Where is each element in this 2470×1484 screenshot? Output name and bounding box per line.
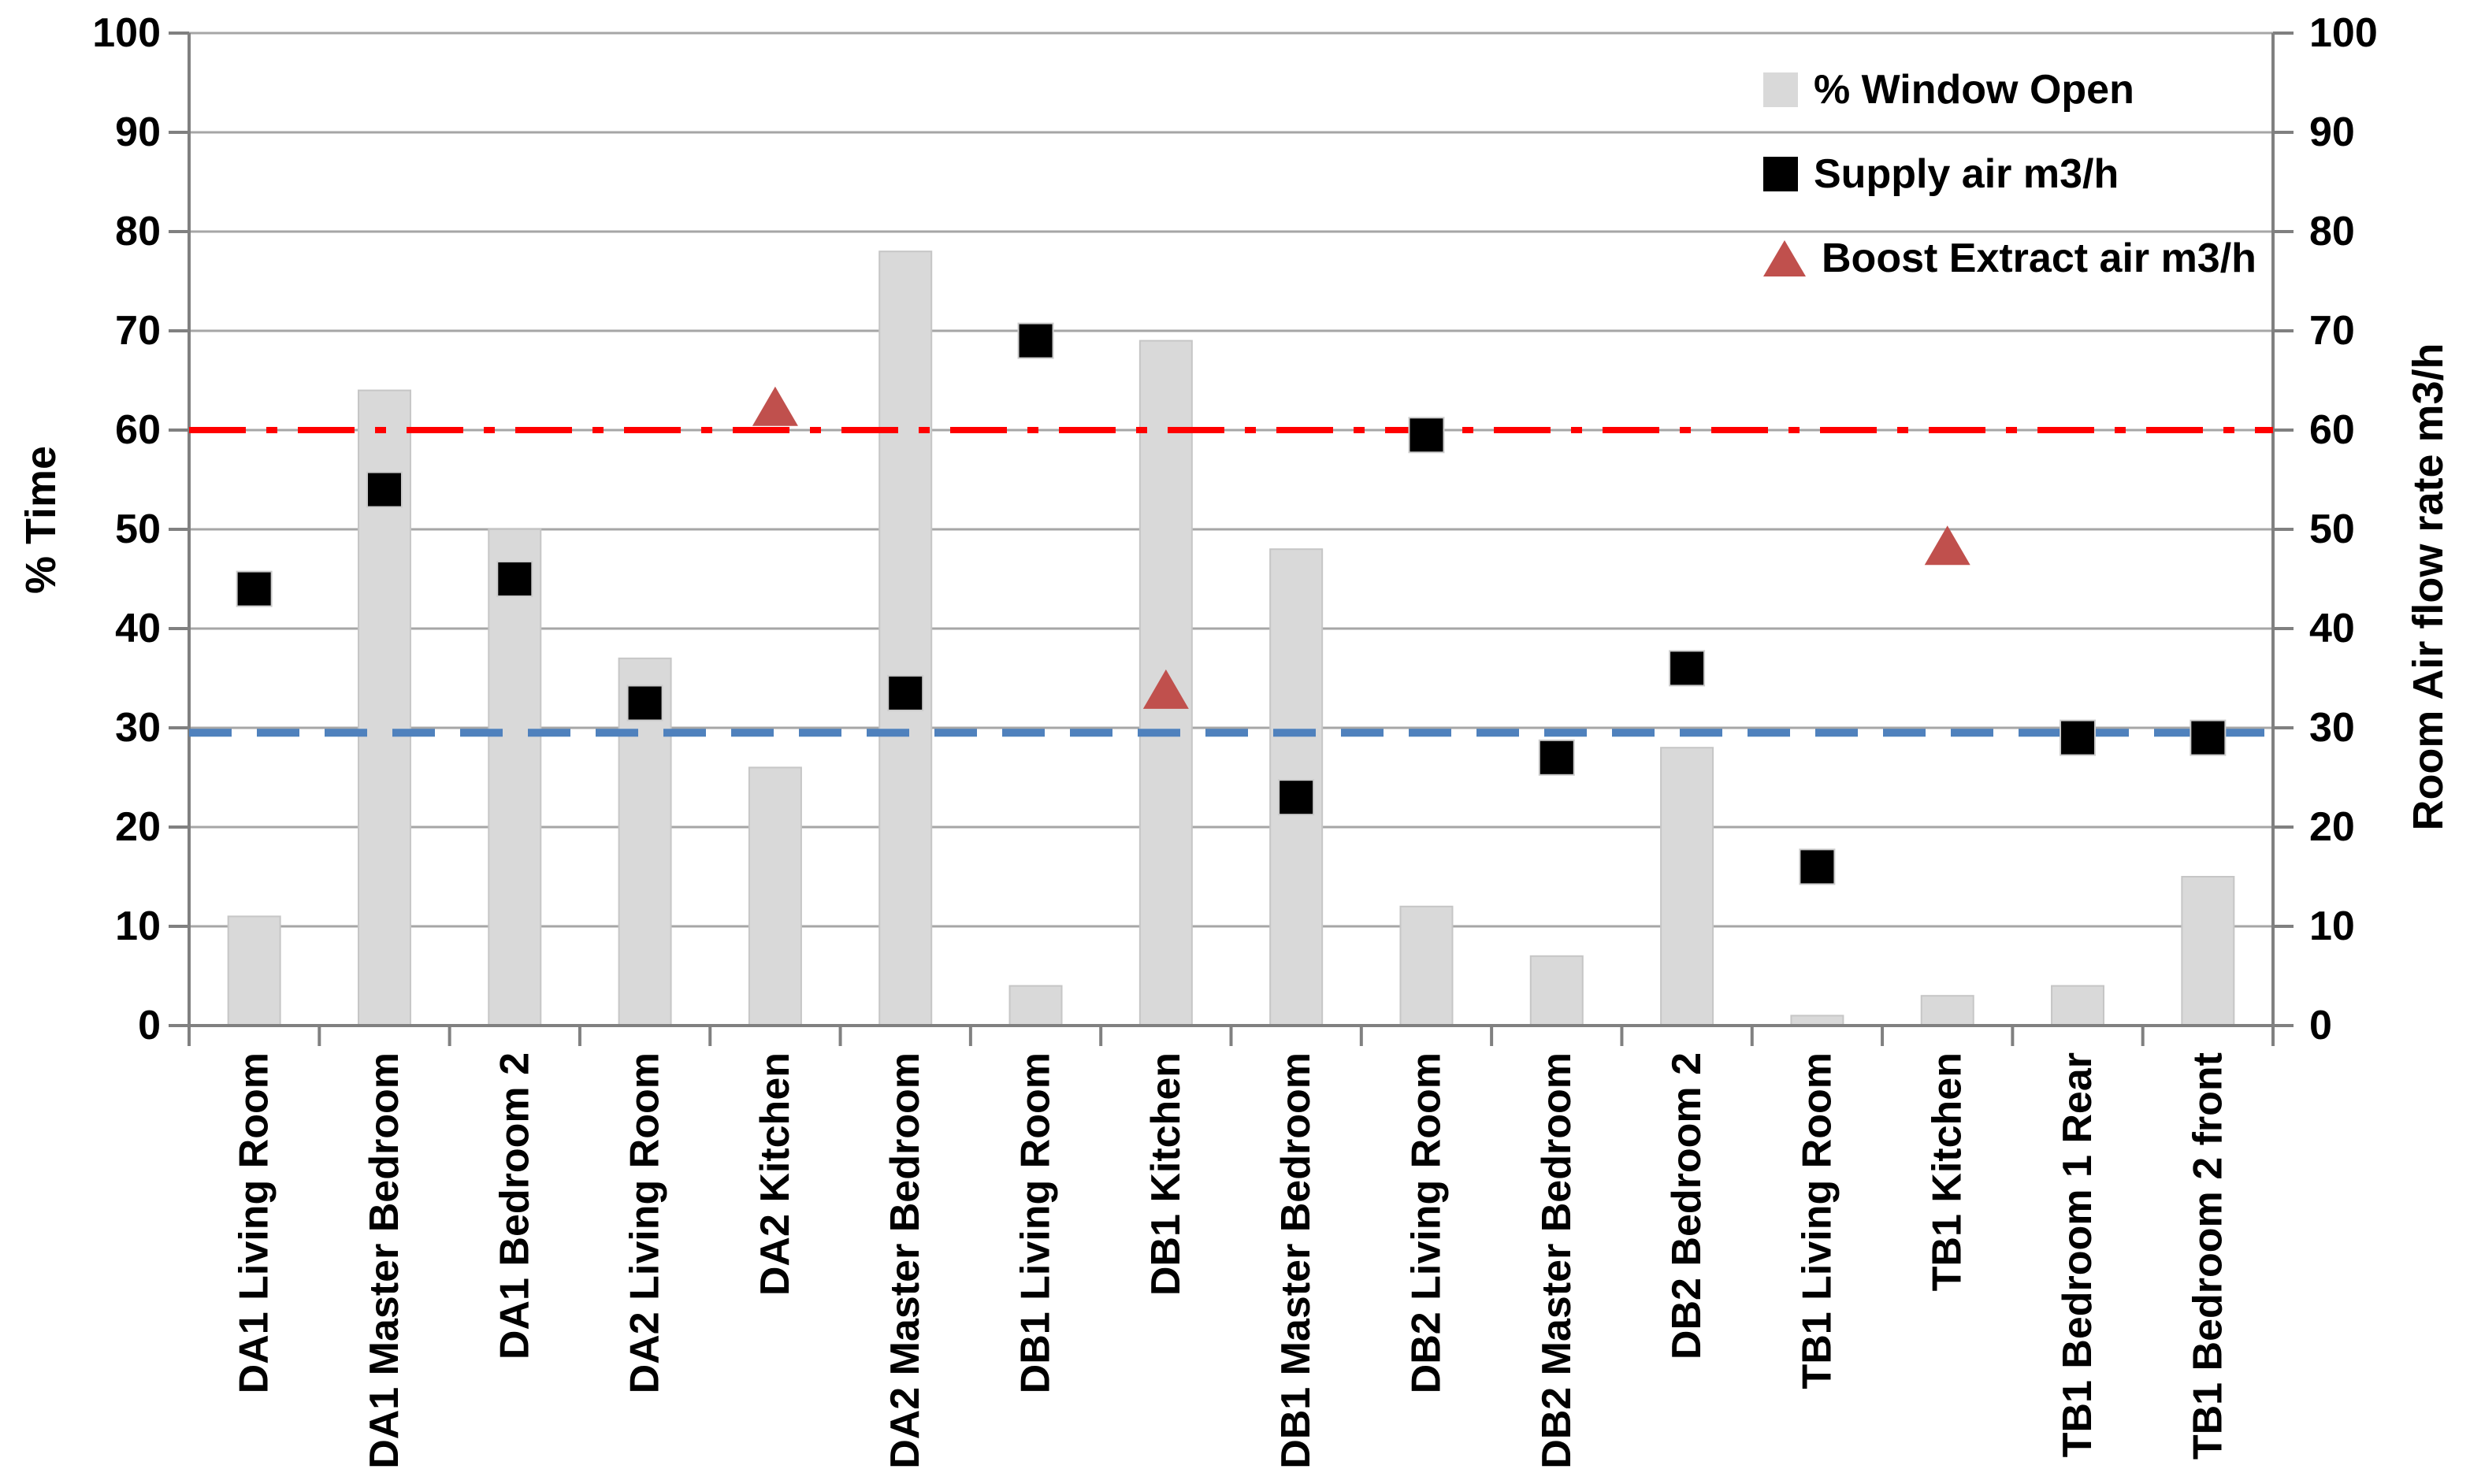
supply-air-marker xyxy=(236,570,273,607)
boost-extract-swatch-icon xyxy=(1763,240,1806,276)
left-axis-tick-label: 0 xyxy=(138,1003,161,1048)
bar-window-open xyxy=(2051,985,2105,1026)
chart-legend: % Window Open Supply air m3/h Boost Extr… xyxy=(1763,66,2256,282)
x-category-label: DB2 Bedroom 2 xyxy=(1664,1052,1710,1360)
x-category-label: DB1 Kitchen xyxy=(1143,1052,1189,1296)
right-axis-tick-label: 50 xyxy=(2309,506,2355,552)
supply-air-marker xyxy=(1799,848,1836,885)
left-axis-tick-label: 10 xyxy=(115,903,161,949)
supply-air-marker xyxy=(1017,322,1054,359)
right-axis-tick-label: 70 xyxy=(2309,308,2355,354)
x-category-label: DA1 Master Bedroom xyxy=(362,1052,407,1469)
right-axis-tick-label: 60 xyxy=(2309,407,2355,453)
legend-item-window-open: % Window Open xyxy=(1763,66,2256,113)
bar-window-open xyxy=(878,250,933,1026)
left-axis-tick-label: 100 xyxy=(92,10,161,56)
right-axis-tick-label: 80 xyxy=(2309,209,2355,254)
left-axis-tick-label: 20 xyxy=(115,804,161,850)
right-axis-tick-label: 30 xyxy=(2309,705,2355,751)
supply-air-marker xyxy=(1408,417,1445,454)
x-category-label: DA1 Bedroom 2 xyxy=(492,1052,537,1360)
bar-window-open xyxy=(1920,995,1974,1026)
left-axis-tick-label: 40 xyxy=(115,606,161,651)
left-axis-tick-label: 70 xyxy=(115,308,161,354)
bar-window-open xyxy=(1008,985,1063,1026)
x-category-label: TB1 Bedroom 2 front xyxy=(2185,1052,2230,1460)
boost-extract-marker xyxy=(1924,525,1970,566)
left-axis-tick-label: 80 xyxy=(115,209,161,254)
boost-extract-marker xyxy=(752,386,798,426)
supply-air-marker xyxy=(1278,779,1315,816)
supply-air-marker xyxy=(887,674,924,711)
right-axis-title: Room Air flow rate m3/h xyxy=(2405,343,2452,830)
legend-item-supply-air: Supply air m3/h xyxy=(1763,150,2256,198)
right-axis-tick-label: 20 xyxy=(2309,804,2355,850)
bar-window-open xyxy=(488,529,542,1026)
x-category-label: DB1 Master Bedroom xyxy=(1273,1052,1319,1469)
x-category-label: DA2 Master Bedroom xyxy=(882,1052,928,1469)
bar-window-open xyxy=(1399,905,1454,1027)
supply-air-marker xyxy=(366,471,403,508)
x-category-label: DB2 Living Room xyxy=(1403,1052,1449,1393)
bar-window-open xyxy=(227,915,281,1027)
x-category-label: DA1 Living Room xyxy=(232,1052,277,1393)
x-category-label: TB1 Kitchen xyxy=(1925,1052,1970,1291)
right-axis-tick-label: 0 xyxy=(2309,1003,2332,1048)
supply-air-marker xyxy=(626,684,663,722)
bar-window-open xyxy=(1529,955,1584,1027)
legend-label-window-open: % Window Open xyxy=(1814,67,2134,113)
left-axis-tick-label: 60 xyxy=(115,407,161,453)
left-axis-tick-label: 30 xyxy=(115,705,161,751)
bar-window-open xyxy=(2181,876,2235,1026)
x-category-label: DB1 Living Room xyxy=(1013,1052,1059,1393)
right-axis-tick-label: 40 xyxy=(2309,606,2355,651)
x-category-label: TB1 Bedroom 1 Rear xyxy=(2055,1052,2100,1457)
supply-air-marker xyxy=(2060,719,2097,756)
x-category-label: DA2 Living Room xyxy=(622,1052,668,1393)
left-axis-tick-label: 50 xyxy=(115,506,161,552)
right-axis-tick-label: 10 xyxy=(2309,903,2355,949)
right-axis-tick-label: 90 xyxy=(2309,109,2355,155)
legend-label-supply-air: Supply air m3/h xyxy=(1814,151,2119,197)
legend-item-boost-extract: Boost Extract air m3/h xyxy=(1763,235,2256,282)
boost-extract-marker xyxy=(1142,669,1189,709)
supply-air-swatch-icon xyxy=(1763,157,1798,191)
supply-air-marker xyxy=(496,561,533,597)
supply-air-marker xyxy=(2190,719,2227,756)
legend-label-boost-extract: Boost Extract air m3/h xyxy=(1822,236,2256,281)
x-category-label: DB2 Master Bedroom xyxy=(1534,1052,1580,1469)
x-category-label: DA2 Kitchen xyxy=(752,1052,798,1296)
left-axis-title: % Time xyxy=(17,446,65,594)
window-open-swatch-icon xyxy=(1763,72,1798,107)
left-axis-tick-label: 90 xyxy=(115,109,161,155)
bar-window-open xyxy=(1660,747,1714,1026)
x-category-label: TB1 Living Room xyxy=(1794,1052,1840,1389)
supply-air-marker xyxy=(1669,650,1706,687)
right-axis-tick-label: 100 xyxy=(2309,10,2378,56)
supply-air-marker xyxy=(1538,739,1575,776)
bar-window-open xyxy=(748,766,802,1027)
